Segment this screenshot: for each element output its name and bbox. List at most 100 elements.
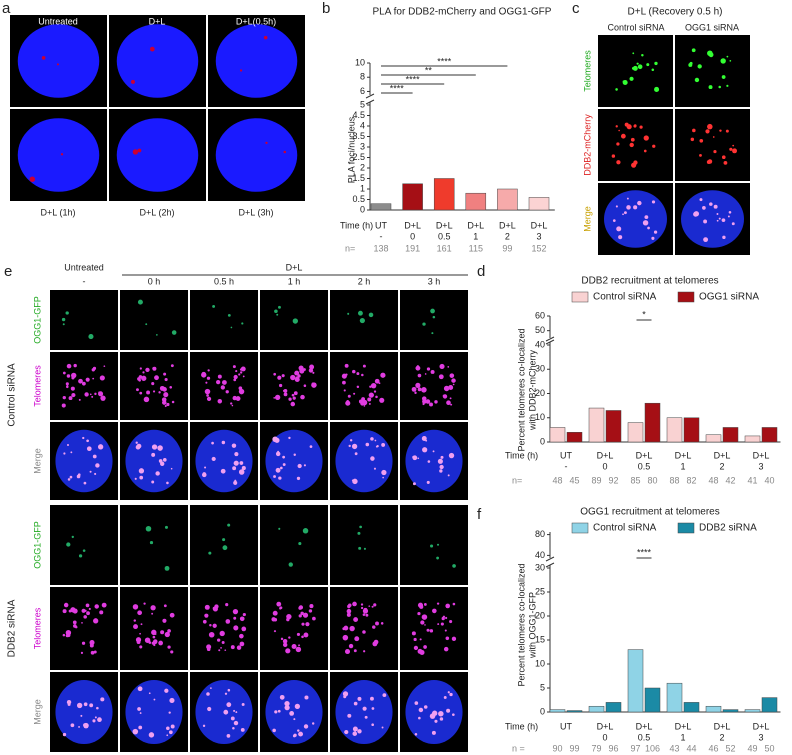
focus bbox=[452, 602, 456, 606]
focus bbox=[273, 397, 276, 399]
focus bbox=[224, 649, 227, 651]
focus bbox=[425, 439, 428, 442]
focus bbox=[239, 616, 245, 622]
micrograph bbox=[330, 587, 398, 670]
axis-break bbox=[545, 562, 555, 568]
focus bbox=[208, 631, 215, 638]
focus bbox=[221, 380, 227, 385]
group-label: Control siRNA bbox=[7, 363, 18, 427]
bar bbox=[705, 705, 722, 713]
focus bbox=[242, 612, 246, 617]
focus bbox=[293, 718, 296, 721]
bar bbox=[605, 702, 622, 713]
n-value: 50 bbox=[764, 743, 774, 753]
focus bbox=[62, 609, 67, 614]
row-label: Time (h) bbox=[340, 220, 373, 230]
focus bbox=[240, 366, 246, 372]
focus bbox=[206, 376, 211, 380]
column-label: 0.5 h bbox=[214, 276, 234, 286]
focus bbox=[94, 472, 97, 476]
focus bbox=[699, 153, 702, 157]
focus bbox=[415, 365, 421, 371]
micrograph bbox=[598, 35, 673, 107]
focus bbox=[374, 378, 380, 384]
focus bbox=[231, 404, 234, 407]
focus bbox=[447, 474, 450, 477]
focus bbox=[302, 612, 309, 618]
focus bbox=[414, 733, 418, 736]
focus bbox=[138, 375, 143, 379]
focus bbox=[373, 603, 377, 607]
focus bbox=[372, 625, 376, 629]
focus bbox=[88, 607, 91, 611]
focus bbox=[352, 478, 358, 485]
focus bbox=[379, 397, 385, 403]
column-label: 1 h bbox=[288, 276, 301, 286]
focus bbox=[232, 609, 239, 615]
focus bbox=[354, 452, 358, 456]
focus bbox=[312, 371, 315, 374]
y-tick-label: 3.5 bbox=[352, 131, 365, 141]
focus bbox=[446, 708, 451, 713]
focus bbox=[368, 605, 371, 607]
focus bbox=[352, 726, 358, 732]
focus bbox=[233, 378, 237, 382]
focus bbox=[151, 452, 156, 457]
focus bbox=[139, 632, 141, 635]
focus bbox=[152, 635, 156, 639]
focus bbox=[615, 88, 618, 91]
focus bbox=[644, 215, 649, 220]
micrograph bbox=[190, 290, 258, 350]
focus bbox=[443, 385, 450, 392]
focus bbox=[297, 374, 301, 378]
focus bbox=[652, 144, 656, 148]
focus bbox=[417, 373, 422, 378]
bar bbox=[402, 183, 423, 211]
focus bbox=[96, 706, 99, 710]
focus bbox=[61, 317, 66, 322]
focus bbox=[615, 205, 618, 208]
focus bbox=[295, 376, 298, 379]
focus bbox=[708, 52, 714, 58]
focus bbox=[380, 372, 386, 378]
focus bbox=[705, 129, 710, 134]
n-value: 48 bbox=[708, 475, 718, 485]
focus bbox=[139, 367, 142, 370]
x-tick-label: D+L bbox=[753, 450, 770, 460]
y-tick-label: 2.5 bbox=[352, 152, 365, 162]
n-value: 45 bbox=[569, 475, 579, 485]
focus bbox=[288, 397, 292, 401]
focus bbox=[241, 626, 247, 632]
y-axis-label: with OGG1-GFP bbox=[527, 592, 537, 659]
focus bbox=[86, 446, 92, 452]
focus bbox=[214, 604, 219, 609]
focus bbox=[449, 619, 453, 624]
focus bbox=[204, 613, 209, 618]
focus bbox=[642, 220, 649, 226]
focus bbox=[284, 705, 290, 711]
focus bbox=[234, 479, 237, 482]
focus bbox=[445, 603, 451, 609]
significance-label: **** bbox=[390, 83, 405, 93]
focus bbox=[301, 635, 304, 639]
focus bbox=[137, 707, 141, 711]
focus bbox=[78, 398, 81, 401]
focus bbox=[365, 613, 369, 617]
focus bbox=[207, 706, 212, 712]
focus bbox=[430, 544, 434, 548]
n-value: 99 bbox=[502, 243, 512, 253]
focus bbox=[451, 636, 457, 642]
focus bbox=[265, 141, 268, 145]
focus bbox=[365, 442, 370, 447]
focus bbox=[241, 466, 246, 471]
focus bbox=[347, 394, 351, 398]
focus bbox=[153, 643, 156, 647]
nucleus bbox=[17, 24, 100, 98]
row-label: OGG1-GFP bbox=[32, 296, 42, 344]
x-tick-label: D+L bbox=[404, 220, 421, 230]
focus bbox=[66, 384, 69, 387]
focus bbox=[699, 138, 704, 143]
focus bbox=[281, 374, 285, 378]
focus bbox=[274, 309, 278, 314]
focus bbox=[211, 456, 216, 462]
